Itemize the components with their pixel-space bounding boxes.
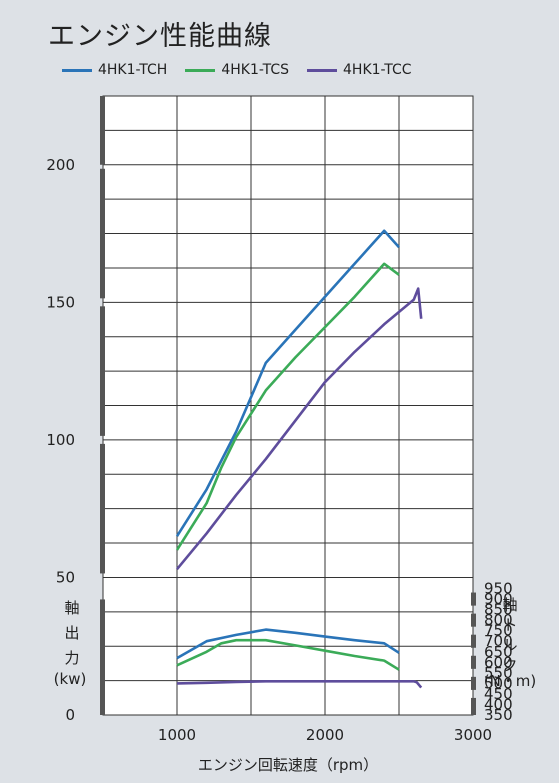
legend-label-tcs: 4HK1-TCS [221, 62, 290, 78]
right-axis-bar [471, 613, 476, 627]
y-axis-label-left: 軸 [64, 599, 79, 617]
chart-title: エンジン性能曲線 [48, 21, 272, 52]
right-axis-bar [471, 634, 476, 648]
y-tick-label-right: 650 [484, 643, 513, 661]
series-line-4hk1-tch-power [175, 229, 400, 537]
y-axis-label-right: ト [502, 616, 517, 634]
right-axis-bar [471, 697, 476, 715]
x-axis-label: エンジン回転速度（rpm） [198, 756, 378, 774]
legend-swatch-tcc [307, 68, 338, 72]
y-tick-label-right: 500 [484, 674, 513, 692]
x-tick-label: 3000 [454, 726, 492, 744]
x-tick-label: 1000 [158, 726, 196, 744]
legend-item-tcs: 4HK1-TCS [185, 62, 289, 78]
y-tick-label-left: 200 [46, 156, 75, 174]
y-tick-label-right: 450 [484, 685, 513, 703]
y-tick-label-right: 900 [484, 590, 513, 608]
left-axis-bar [100, 168, 105, 299]
y-axis-label-right: 軸 [502, 596, 517, 614]
series-line-4hk1-tcs-torque [176, 638, 400, 671]
y-tick-label-right: 950 [484, 580, 513, 598]
y-tick-label-right: 600 [484, 653, 513, 671]
y-tick-label-left: 50 [56, 568, 75, 586]
y-axis-label-left: 力 [64, 649, 79, 667]
y-tick-label-right: 750 [484, 622, 513, 640]
x-tick-label: 2000 [306, 726, 344, 744]
y-tick-label-right: 350 [484, 706, 513, 724]
right-axis-bar [471, 592, 476, 606]
y-axis-label-left: 出 [64, 624, 79, 642]
right-axis-bar [471, 655, 476, 669]
y-tick-label-right: 850 [484, 601, 513, 619]
y-tick-label-left: 100 [46, 431, 75, 449]
legend-label-tcc: 4HK1-TCC [343, 62, 412, 78]
y-axis-label-right: (N・m) [484, 672, 537, 690]
series-line-4hk1-tch-torque [176, 628, 400, 660]
legend-item-tch: 4HK1-TCH [62, 62, 167, 78]
series-line-4hk1-tcc-power [175, 287, 423, 571]
y-tick-label-right: 800 [484, 611, 513, 629]
legend-swatch-tch [62, 68, 92, 72]
legend-swatch-tcs [185, 68, 216, 72]
y-axis-label-right: ク [502, 656, 517, 674]
left-axis-bar [100, 306, 105, 436]
legend: 4HK1-TCH 4HK1-TCS 4HK1-TCC [62, 62, 412, 78]
y-tick-label-left: 150 [46, 293, 75, 311]
left-axis-bar [100, 443, 105, 574]
series-line-4hk1-tcs-power [175, 262, 400, 551]
y-axis-label-right: ル [502, 636, 517, 654]
left-axis-bar [100, 96, 105, 165]
right-axis-bar [471, 676, 476, 690]
y-tick-label-left: 0 [65, 706, 75, 724]
series-line-4hk1-tcc-torque [176, 679, 423, 689]
left-axis-bar [100, 599, 105, 715]
y-axis-label-left: (kw) [54, 670, 87, 688]
legend-item-tcc: 4HK1-TCC [307, 62, 412, 78]
y-tick-label-right: 700 [484, 632, 513, 650]
y-tick-label-right: 400 [484, 695, 513, 713]
y-tick-label-right: 550 [484, 664, 513, 682]
legend-label-tch: 4HK1-TCH [98, 62, 168, 78]
